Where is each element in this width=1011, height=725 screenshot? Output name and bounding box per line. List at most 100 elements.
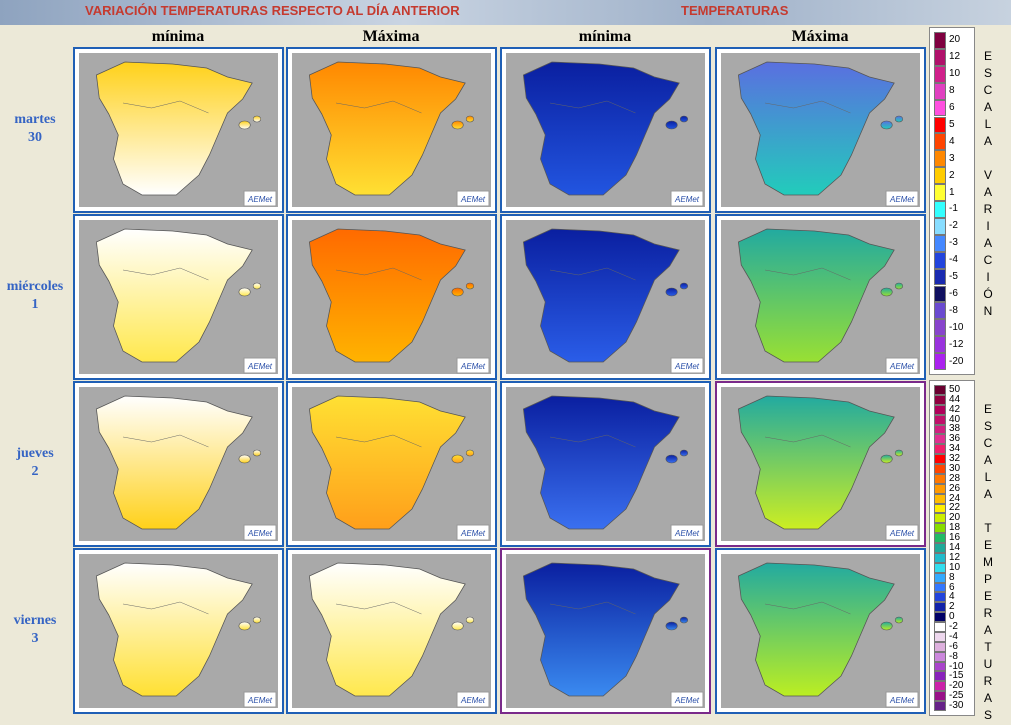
logo: AEMet xyxy=(460,529,486,538)
scale-swatch xyxy=(934,454,946,465)
scale-label: -3 xyxy=(949,237,958,249)
row-label: miércoles 1 xyxy=(0,278,70,314)
scale-label: 12 xyxy=(949,51,961,63)
logo: AEMet xyxy=(889,696,915,705)
scale-swatch xyxy=(934,336,946,354)
scale-label: 36 xyxy=(949,433,961,445)
scale-label: 6 xyxy=(949,581,955,593)
row-day: martes xyxy=(14,112,56,127)
row-date: 1 xyxy=(31,297,39,312)
map: AEMet xyxy=(715,381,926,547)
scale-label: -5 xyxy=(949,271,958,283)
scale-label: 2 xyxy=(949,601,955,613)
scale-label: -10 xyxy=(949,660,964,672)
map: AEMet xyxy=(286,47,497,213)
spain-outline xyxy=(522,395,689,530)
scale-swatch xyxy=(934,302,946,320)
scale: 20 12 10 8 6 5 4 3 2 1 -1 -2 -3 -4 -5 -6 -8 -10 -12 -20 xyxy=(929,27,975,375)
spain-outline xyxy=(95,562,262,697)
logo: AEMet xyxy=(460,696,486,705)
scale-label: -6 xyxy=(949,287,958,299)
scale-swatch xyxy=(934,631,946,642)
scale-label: -8 xyxy=(949,650,958,662)
logo: AEMet xyxy=(674,362,700,371)
row-day: viernes xyxy=(13,613,57,628)
scale-swatch xyxy=(934,65,946,83)
scale-label: -20 xyxy=(949,680,964,692)
scale-swatch xyxy=(934,473,946,484)
logo-box xyxy=(243,524,277,541)
logo-box xyxy=(885,357,919,374)
scale-swatch xyxy=(934,572,946,583)
map: AEMet xyxy=(286,548,497,714)
row-date: 2 xyxy=(31,464,39,479)
map: AEMet xyxy=(286,214,497,380)
spain-outline xyxy=(737,562,904,697)
logo-box xyxy=(456,357,490,374)
scale-label: -4 xyxy=(949,254,958,266)
logo: AEMet xyxy=(674,529,700,538)
scale-label: -12 xyxy=(949,338,964,350)
scale-swatch xyxy=(934,48,946,66)
header-strip xyxy=(0,0,1011,25)
spain-outline xyxy=(95,61,262,196)
scale-label: -15 xyxy=(949,670,964,682)
scale-swatch xyxy=(934,251,946,269)
scale-swatch xyxy=(934,268,946,286)
logo-box xyxy=(456,524,490,541)
spain-outline xyxy=(308,395,475,530)
scale-label: 24 xyxy=(949,492,961,504)
scale-label: 10 xyxy=(949,68,961,80)
scale-swatch xyxy=(934,217,946,235)
scale-swatch xyxy=(934,483,946,494)
scale-swatch xyxy=(934,444,946,455)
logo-box xyxy=(670,691,704,708)
scale-label: 4 xyxy=(949,591,955,603)
logo: AEMet xyxy=(247,195,273,204)
map: AEMet xyxy=(715,47,926,213)
spain-outline xyxy=(522,228,689,363)
row-label: martes 30 xyxy=(0,111,70,147)
scale-label: 12 xyxy=(949,551,961,563)
scale-swatch xyxy=(934,319,946,337)
map: AEMet xyxy=(500,214,711,380)
scale-swatch xyxy=(934,414,946,425)
logo-box xyxy=(670,190,704,207)
scale-swatch xyxy=(934,116,946,134)
scale-label: 16 xyxy=(949,532,961,544)
row-label: jueves 2 xyxy=(0,445,70,481)
scale-label: 38 xyxy=(949,423,961,435)
scale-swatch xyxy=(934,32,946,49)
scale-swatch xyxy=(934,285,946,303)
column-header: Máxima xyxy=(791,28,849,45)
scale-label: 18 xyxy=(949,522,961,534)
scale-swatch xyxy=(934,641,946,652)
scale-swatch xyxy=(934,493,946,504)
scale-swatch xyxy=(934,681,946,692)
scale-swatch xyxy=(934,234,946,252)
scale-label: -30 xyxy=(949,700,964,712)
logo: AEMet xyxy=(247,529,273,538)
scale-label: 8 xyxy=(949,571,955,583)
scale-label: 14 xyxy=(949,542,961,553)
map: AEMet xyxy=(500,47,711,213)
scale-label: 22 xyxy=(949,502,961,514)
scale-swatch xyxy=(934,503,946,514)
scale-swatch xyxy=(934,582,946,593)
logo-box xyxy=(670,357,704,374)
scale-swatch xyxy=(934,552,946,563)
scale: 50 44 42 40 38 36 34 32 30 28 26 24 22 20 18 16 14 12 10 8 6… xyxy=(929,380,975,716)
scale-label: -25 xyxy=(949,690,964,702)
scale-swatch xyxy=(934,602,946,613)
spain-outline xyxy=(737,61,904,196)
scale-title: ESCALA VARIACIÓN xyxy=(981,49,995,321)
logo-box xyxy=(456,190,490,207)
scale-label: 3 xyxy=(949,152,955,164)
scale-swatch xyxy=(934,167,946,185)
scale-swatch xyxy=(934,523,946,534)
column-header: mínima xyxy=(151,28,205,45)
scale-label: 0 xyxy=(949,611,955,623)
spain-outline xyxy=(95,228,262,363)
scale-swatch xyxy=(934,404,946,415)
